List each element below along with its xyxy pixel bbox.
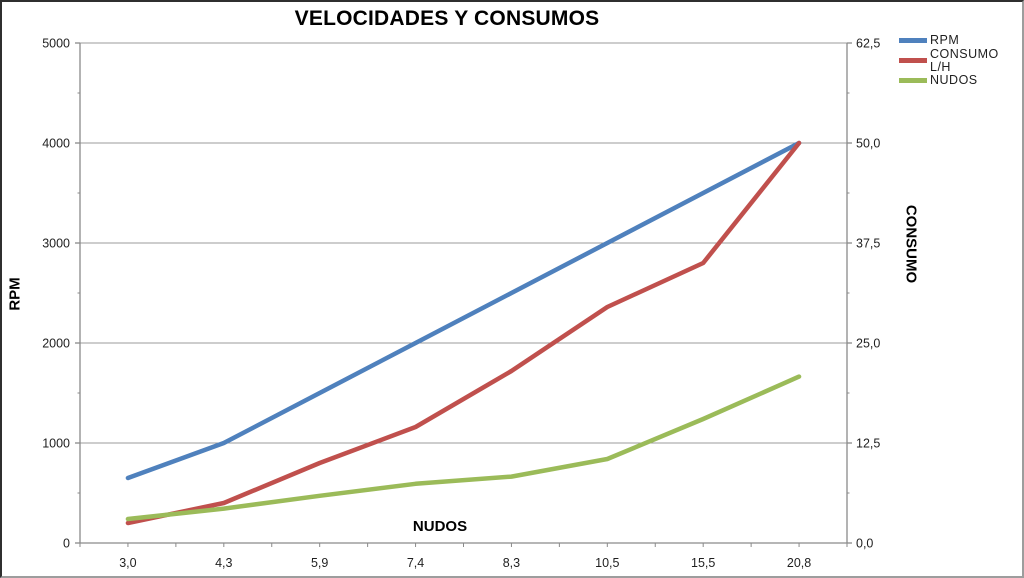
y-right-tick-label: 12,5 [856,437,880,451]
y-right-tick-label: 50,0 [856,137,880,151]
chart-title: VELOCIDADES Y CONSUMOS [294,7,600,30]
y-right-tick-label: 25,0 [856,337,880,351]
legend-item-rpm: RPM [899,34,1022,47]
legend-label-rpm: RPM [930,33,960,47]
y-left-tick-label: 4000 [42,137,70,151]
y-left-tick-label: 3000 [42,237,70,251]
x-tick-label: 4,3 [215,556,232,570]
x-tick-label: 7,4 [407,556,424,570]
y-right-axis-title: CONSUMO [902,204,920,284]
legend-item-nudos: NUDOS [899,74,1022,87]
legend-item-consumo: CONSUMO L/H [899,47,1022,73]
legend-swatch-consumo [899,58,927,63]
y-left-tick-label: 2000 [42,337,70,351]
series-line-consumo-l-h [125,140,802,526]
y-left-axis-title: RPM [6,277,24,311]
legend-label-consumo: CONSUMO L/H [930,46,999,74]
x-axis-title: NUDOS [412,518,468,535]
legend-swatch-rpm [899,38,927,43]
x-tick-label: 8,3 [503,556,520,570]
y-left-tick-label: 0 [63,537,70,551]
y-left-tick-label: 5000 [42,37,70,51]
series-line-rpm [125,140,802,481]
y-right-tick-label: 37,5 [856,237,880,251]
x-tick-label: 10,5 [595,556,619,570]
x-tick-label: 20,8 [787,556,811,570]
y-right-tick-label: 0,0 [856,537,873,551]
x-tick-label: 5,9 [311,556,328,570]
x-tick-label: 3,0 [119,556,136,570]
legend: RPM CONSUMO L/H NUDOS [899,34,1022,94]
series-line-nudos [125,374,802,522]
legend-swatch-nudos [899,78,927,83]
y-left-tick-label: 1000 [42,437,70,451]
x-tick-label: 15,5 [691,556,715,570]
legend-label-nudos: NUDOS [930,73,978,87]
y-right-tick-label: 62,5 [856,37,880,51]
